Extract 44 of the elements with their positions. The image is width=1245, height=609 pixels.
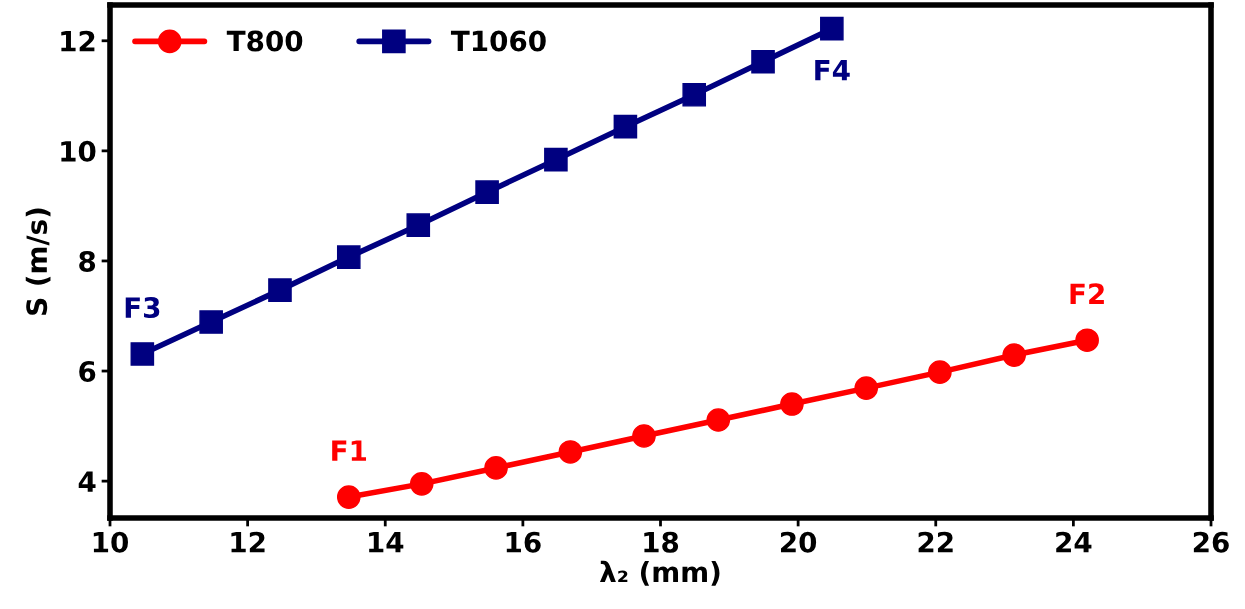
x-tick-label: 12 <box>231 531 265 553</box>
point <box>199 310 223 334</box>
point <box>475 180 499 204</box>
annotation: F2 <box>1070 283 1104 304</box>
y-axis-title: S (m/s) <box>25 208 51 315</box>
y-tick-label: 4 <box>78 471 96 492</box>
point <box>130 342 155 366</box>
point <box>682 82 707 107</box>
x-tick-label: 22 <box>918 531 953 553</box>
legend-label: T800 <box>226 30 303 52</box>
y-tick-label: 10 <box>61 140 96 162</box>
point <box>268 278 292 302</box>
x-tick-label: 18 <box>644 531 679 553</box>
annotation: F3 <box>125 297 160 319</box>
x-tick-label: 10 <box>93 531 128 553</box>
point <box>558 440 583 464</box>
point <box>706 408 731 432</box>
annotation: F1 <box>332 440 367 461</box>
annotation: F4 <box>815 60 850 81</box>
point <box>336 485 361 509</box>
point <box>406 213 431 237</box>
x-axis-title: λ₂ (mm) <box>599 560 720 586</box>
point <box>854 376 879 400</box>
point <box>544 147 568 172</box>
point <box>928 360 952 384</box>
point <box>820 16 844 41</box>
point <box>336 245 361 269</box>
point <box>751 49 775 74</box>
x-tick-label: 26 <box>1193 531 1229 553</box>
point <box>613 114 638 139</box>
y-tick-label: 6 <box>79 361 96 382</box>
x-tick-label: 16 <box>506 531 541 553</box>
x-tick-label: 20 <box>780 531 817 553</box>
point <box>1075 328 1099 353</box>
point <box>409 472 434 496</box>
point <box>484 456 508 480</box>
point <box>1002 343 1027 367</box>
point <box>632 424 656 448</box>
x-tick-label: 24 <box>1056 531 1092 553</box>
x-tick-label: 14 <box>369 532 404 553</box>
y-tick-label: 8 <box>79 250 96 272</box>
point <box>780 392 804 416</box>
y-tick-label: 12 <box>61 30 95 52</box>
legend-label: T1060 <box>450 30 546 52</box>
